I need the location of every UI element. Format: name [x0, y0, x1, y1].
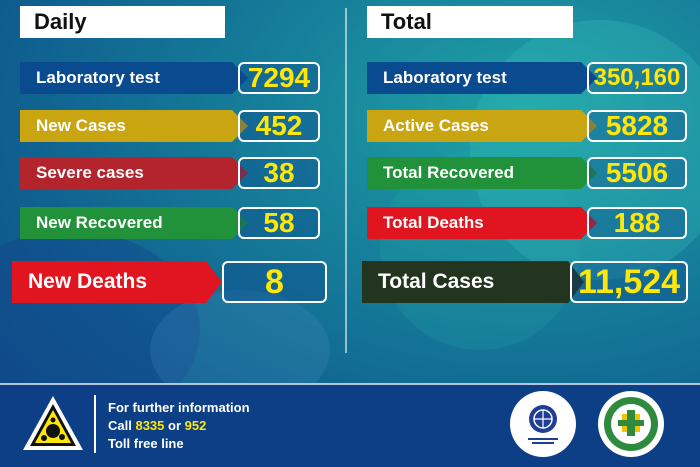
daily-new-recovered-value: 58 [238, 207, 320, 239]
contact-info: For further information Call 8335 or 952… [108, 399, 250, 453]
total-active-cases-label: Active Cases [367, 110, 597, 142]
total-lab-test-label: Laboratory test [367, 62, 597, 94]
info-line-2: Call 8335 or 952 [108, 417, 250, 435]
total-recovered-label: Total Recovered [367, 157, 597, 189]
phone-number-1[interactable]: 8335 [135, 418, 165, 433]
total-cases-label: Total Cases [362, 261, 584, 303]
info-line-3: Toll free line [108, 436, 184, 451]
column-divider [345, 8, 347, 353]
phone-number-2[interactable]: 952 [184, 418, 207, 433]
or-word: or [168, 418, 182, 433]
public-health-institute-logo [598, 391, 664, 457]
total-cases-value: 11,524 [570, 261, 688, 303]
total-active-cases-value: 5828 [587, 110, 687, 142]
warning-triangle-icon [23, 396, 83, 450]
total-deaths-value: 188 [587, 207, 687, 239]
daily-new-cases-value: 452 [238, 110, 320, 142]
daily-lab-test-label: Laboratory test [20, 62, 248, 94]
call-prefix: Call [108, 418, 132, 433]
info-line-1: For further information [108, 400, 250, 415]
total-lab-test-value: 350,160 [587, 62, 687, 94]
daily-severe-cases-label: Severe cases [20, 157, 248, 189]
footer-separator [94, 395, 96, 453]
total-title: Total [367, 6, 573, 38]
daily-new-recovered-label: New Recovered [20, 207, 248, 239]
daily-new-cases-label: New Cases [20, 110, 248, 142]
footer-bar: For further information Call 8335 or 952… [0, 383, 700, 467]
daily-new-deaths-label: New Deaths [12, 261, 222, 303]
total-deaths-label: Total Deaths [367, 207, 597, 239]
daily-severe-cases-value: 38 [238, 157, 320, 189]
footer-top-line [0, 383, 700, 385]
daily-lab-test-value: 7294 [238, 62, 320, 94]
daily-new-deaths-value: 8 [222, 261, 327, 303]
ministry-of-health-logo [510, 391, 576, 457]
total-recovered-value: 5506 [587, 157, 687, 189]
daily-title: Daily [20, 6, 225, 38]
